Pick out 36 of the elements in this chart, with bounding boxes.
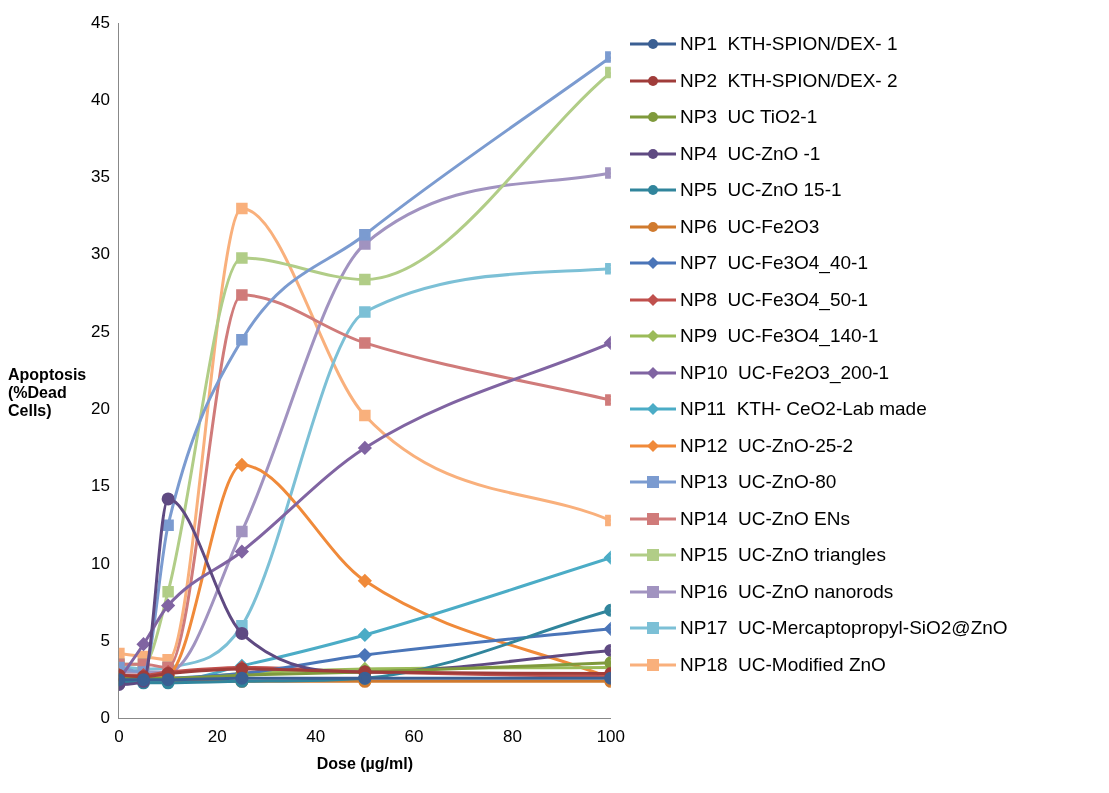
legend-label: NP12 UC-ZnO-25-2 [680, 434, 854, 457]
legend-label: NP10 UC-Fe2O3_200-1 [680, 361, 890, 384]
legend-label: NP4 UC-ZnO -1 [680, 142, 821, 165]
legend-label: NP5 UC-ZnO 15-1 [680, 179, 842, 202]
x-tick-label: 100 [596, 727, 626, 747]
legend-label: NP9 UC-Fe3O4_140-1 [680, 325, 879, 348]
legend-label: NP16 UC-ZnO nanorods [680, 580, 894, 603]
legend-label: NP14 UC-ZnO ENs [680, 507, 850, 530]
x-tick-label: 20 [207, 727, 227, 747]
y-tick-label: 40 [90, 89, 110, 109]
legend-label: NP1 KTH-SPION/DEX- 1 [680, 33, 898, 56]
y-axis-title: Apoptosis (%Dead Cells) [8, 366, 88, 420]
y-tick-label: 35 [90, 167, 110, 187]
y-tick-label: 10 [90, 553, 110, 573]
x-tick-label: 0 [114, 727, 124, 747]
legend-label: NP18 UC-Modified ZnO [680, 653, 886, 676]
y-tick-label: 25 [90, 321, 110, 341]
x-tick-label: 40 [306, 727, 326, 747]
y-tick-label: 15 [90, 476, 110, 496]
x-axis-title: Dose (µg/ml) [316, 754, 414, 772]
y-tick-label: 20 [90, 399, 110, 419]
y-tick-label: 30 [90, 244, 110, 264]
y-tick-label: 5 [100, 630, 110, 650]
legend-label: NP8 UC-Fe3O4_50-1 [680, 288, 868, 311]
legend-label: NP15 UC-ZnO triangles [680, 544, 886, 567]
legend-label: NP17 UC-Mercaptopropyl-SiO2@ZnO [680, 617, 1008, 640]
legend-label: NP7 UC-Fe3O4_40-1 [680, 252, 868, 275]
legend-label: NP3 UC TiO2-1 [680, 106, 818, 129]
x-tick-label: 80 [502, 727, 522, 747]
legend-label: NP13 UC-ZnO-80 [680, 471, 837, 494]
x-tick-label: 60 [404, 727, 424, 747]
legend-label: NP11 KTH- CeO2-Lab made [680, 398, 927, 421]
y-tick-label: 0 [100, 708, 110, 728]
legend-label: NP2 KTH-SPION/DEX- 2 [680, 69, 898, 92]
y-tick-label: 45 [90, 12, 110, 32]
legend-label: NP6 UC-Fe2O3 [680, 215, 820, 238]
